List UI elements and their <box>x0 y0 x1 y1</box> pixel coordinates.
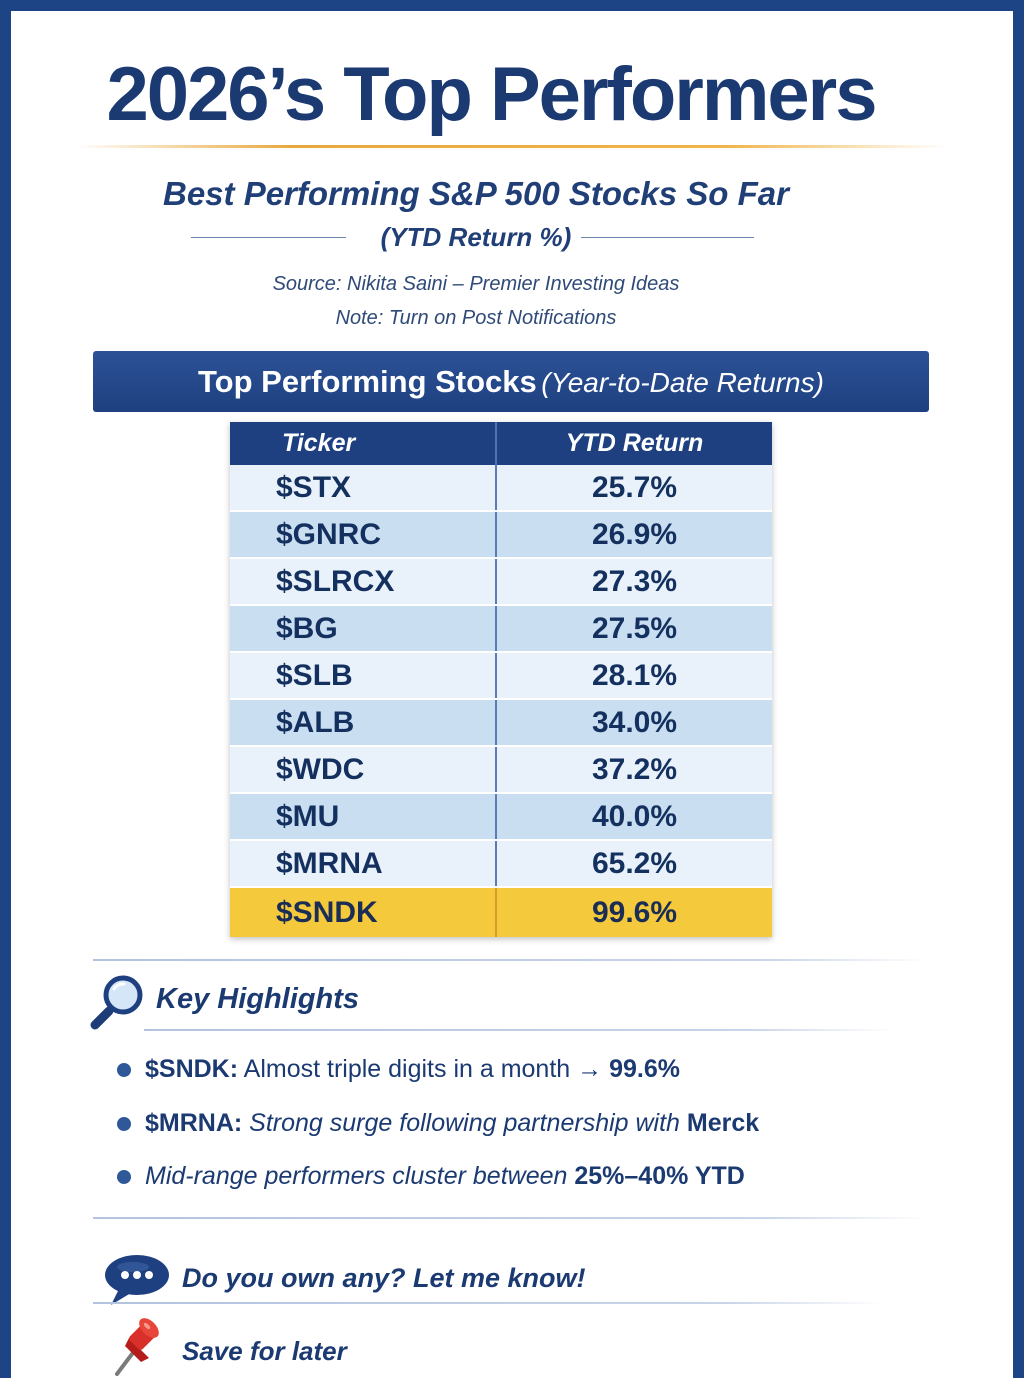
table-header-row: Ticker YTD Return <box>230 422 772 465</box>
return-cell: 65.2% <box>495 840 772 888</box>
highlight-item: $SNDK: Almost triple digits in a month →… <box>145 1055 680 1084</box>
returns-table: Ticker YTD Return $STX 25.7% $GNRC 26.9%… <box>230 422 772 937</box>
bullet-dot <box>117 1117 131 1131</box>
highlight-label: $SNDK: <box>145 1055 239 1083</box>
highlight-label: $MRNA: <box>145 1109 243 1137</box>
ticker-cell: $SLRCX <box>230 558 496 606</box>
table-row: $ALB 34.0% <box>230 699 772 747</box>
return-cell: 40.0% <box>495 793 772 841</box>
highlight-text: Mid-range performers cluster between <box>145 1162 568 1190</box>
table-row: $SLRCX 27.3% <box>230 558 772 606</box>
section-divider <box>93 959 929 961</box>
subtitle-metric: (YTD Return %) <box>380 222 572 252</box>
ticker-cell: $BG <box>230 605 496 653</box>
magnifying-glass-icon <box>90 975 143 1030</box>
table-row: $WDC 37.2% <box>230 746 772 794</box>
table-row: $SLB 28.1% <box>230 652 772 700</box>
bullet-dot <box>117 1063 131 1077</box>
return-cell: 37.2% <box>495 746 772 794</box>
highlight-value: 99.6% <box>609 1055 680 1083</box>
arrow-icon: → <box>577 1055 603 1083</box>
page-title: 2026’s Top Performers <box>106 52 877 137</box>
banner-title: Top Performing Stocks <box>198 364 537 399</box>
return-cell: 26.9% <box>495 511 772 559</box>
table-row: $BG 27.5% <box>230 605 772 653</box>
save-prompt: Save for later <box>182 1336 347 1366</box>
pushpin-icon <box>115 1318 159 1376</box>
highlights-underline <box>144 1029 894 1031</box>
banner-subtitle: (Year-to-Date Returns) <box>541 367 824 398</box>
table-row: $STX 25.7% <box>230 465 772 512</box>
ticker-cell: $MRNA <box>230 840 496 888</box>
highlight-item: Mid-range performers cluster between 25%… <box>145 1162 745 1191</box>
subtitle-rule-right <box>581 237 754 238</box>
speech-bubble-icon <box>105 1255 169 1305</box>
subtitle: Best Performing S&P 500 Stocks So Far <box>163 175 789 212</box>
ticker-cell: $SLB <box>230 652 496 700</box>
table-banner: Top Performing Stocks (Year-to-Date Retu… <box>93 351 929 412</box>
table-row-highlighted: $SNDK 99.6% <box>230 887 772 937</box>
return-cell: 28.1% <box>495 652 772 700</box>
title-divider <box>75 145 945 148</box>
section-divider <box>93 1302 883 1304</box>
bullet-dot <box>117 1170 131 1184</box>
return-cell: 99.6% <box>495 887 772 937</box>
table-row: $MU 40.0% <box>230 793 772 841</box>
table-row: $GNRC 26.9% <box>230 511 772 559</box>
ticker-cell: $STX <box>230 465 496 512</box>
highlight-emphasis: 25%–40% YTD <box>574 1162 745 1190</box>
ticker-cell: $ALB <box>230 699 496 747</box>
section-divider <box>93 1217 929 1219</box>
highlight-emphasis: Merck <box>686 1109 760 1137</box>
ticker-cell: $MU <box>230 793 496 841</box>
returns-table-container: Ticker YTD Return $STX 25.7% $GNRC 26.9%… <box>230 422 772 937</box>
table-row: $MRNA 65.2% <box>230 840 772 888</box>
subtitle-rule-left <box>191 237 346 238</box>
highlights-title: Key Highlights <box>156 983 360 1015</box>
return-cell: 25.7% <box>495 465 772 512</box>
highlight-text: Almost triple digits in a month <box>243 1055 571 1083</box>
ticker-cell: $GNRC <box>230 511 496 559</box>
column-header-ytd-return: YTD Return <box>495 422 772 465</box>
highlight-text: Strong surge following partnership with <box>249 1109 680 1137</box>
return-cell: 27.5% <box>495 605 772 653</box>
highlight-item: $MRNA: Strong surge following partnershi… <box>145 1109 759 1138</box>
ticker-cell: $WDC <box>230 746 496 794</box>
return-cell: 34.0% <box>495 699 772 747</box>
return-cell: 27.3% <box>495 558 772 606</box>
ticker-cell: $SNDK <box>230 887 496 937</box>
column-header-ticker: Ticker <box>230 422 496 465</box>
comment-prompt: Do you own any? Let me know! <box>182 1263 586 1293</box>
infographic-page: 2026’s Top Performers Best Performing S&… <box>11 11 1013 1378</box>
note-text: Note: Turn on Post Notifications <box>335 307 617 329</box>
source-credit: Source: Nikita Saini – Premier Investing… <box>272 273 680 295</box>
